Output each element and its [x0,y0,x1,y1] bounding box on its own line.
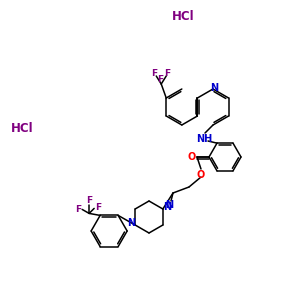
Text: N: N [165,200,173,210]
Text: HCl: HCl [11,122,33,134]
Text: O: O [197,170,205,180]
Text: F: F [157,74,163,83]
Text: F: F [164,70,170,79]
Text: O: O [188,152,196,162]
Text: NH: NH [196,134,212,144]
Text: F: F [95,203,101,212]
Text: F: F [75,205,81,214]
Text: N: N [163,202,171,212]
Text: F: F [86,196,92,205]
Text: N: N [127,218,135,228]
Text: HCl: HCl [172,11,194,23]
Text: N: N [210,83,218,93]
Text: F: F [151,70,157,79]
